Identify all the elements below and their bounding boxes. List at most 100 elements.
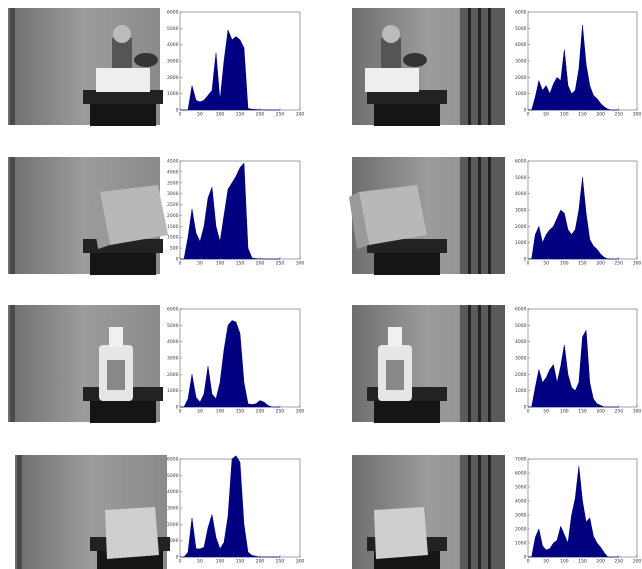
y-tick-label: 5000 [167,26,179,32]
y-tick-label: 6000 [515,307,527,313]
x-tick-label: 50 [197,559,203,565]
x-tick-label: 200 [596,261,605,267]
x-tick-label: 150 [236,261,245,267]
y-tick-label: 1000 [167,235,179,241]
x-tick-label: 200 [256,112,265,118]
x-tick-label: 150 [236,409,245,415]
x-tick-label: 100 [216,261,225,267]
x-tick-label: 250 [615,261,624,267]
x-tick-label: 100 [216,409,225,415]
y-tick-label: 4000 [515,499,527,505]
x-tick-label: 200 [256,261,265,267]
y-tick-label: 4000 [167,169,179,175]
y-tick-label: 6000 [515,471,527,477]
x-tick-label: 0 [179,261,182,267]
photo [352,305,505,423]
x-tick-label: 100 [560,112,569,118]
x-tick-label: 100 [560,261,569,267]
y-tick-label: 1000 [515,91,527,97]
photo [8,305,163,423]
x-tick-label: 50 [197,112,203,118]
y-tick-label: 6000 [167,307,179,313]
x-tick-label: 50 [543,261,549,267]
x-tick-label: 0 [527,261,530,267]
y-tick-label: 6000 [167,457,179,463]
y-tick-label: 1000 [167,538,179,544]
x-tick-label: 150 [236,559,245,565]
x-tick-label: 250 [615,112,624,118]
y-tick-label: 4000 [515,42,527,48]
y-tick-label: 6000 [515,10,527,16]
y-tick-label: 5000 [167,473,179,479]
x-tick-label: 100 [216,112,225,118]
x-tick-label: 250 [276,559,285,565]
y-tick-label: 1000 [515,388,527,394]
x-tick-label: 300 [633,559,642,565]
x-tick-label: 50 [543,112,549,118]
y-tick-label: 5000 [515,485,527,491]
y-tick-label: 4000 [167,339,179,345]
photo [349,157,505,275]
photo [352,455,505,569]
x-tick-label: 100 [560,409,569,415]
y-tick-label: 3000 [515,356,527,362]
figure: 0100020003000400050006000050100150200250… [0,0,642,569]
y-tick-label: 2000 [167,75,179,81]
y-tick-label: 3000 [515,59,527,65]
y-tick-label: 5000 [515,175,527,181]
y-tick-label: 4500 [167,159,179,165]
x-tick-label: 200 [596,409,605,415]
y-tick-label: 500 [170,246,179,252]
x-tick-label: 300 [633,409,642,415]
x-tick-label: 0 [527,559,530,565]
y-tick-label: 3000 [167,356,179,362]
x-tick-label: 0 [179,409,182,415]
x-tick-label: 0 [527,409,530,415]
x-tick-label: 50 [543,409,549,415]
x-tick-label: 300 [296,261,305,267]
photo [15,455,170,569]
y-tick-label: 6000 [167,10,179,16]
x-tick-label: 150 [578,261,587,267]
photo [352,8,505,126]
y-tick-label: 1000 [515,240,527,246]
y-tick-label: 3000 [167,506,179,512]
x-tick-label: 100 [560,559,569,565]
y-tick-label: 6000 [515,159,527,165]
x-tick-label: 0 [527,112,530,118]
y-tick-label: 1000 [167,91,179,97]
x-tick-label: 250 [276,409,285,415]
y-tick-label: 3000 [167,59,179,65]
x-tick-label: 0 [179,112,182,118]
y-tick-label: 3500 [167,180,179,186]
y-tick-label: 3000 [515,208,527,214]
y-tick-label: 2000 [515,527,527,533]
y-tick-label: 5000 [515,323,527,329]
x-tick-label: 300 [633,112,642,118]
x-tick-label: 100 [216,559,225,565]
y-tick-label: 3000 [167,191,179,197]
y-tick-label: 2000 [167,372,179,378]
x-tick-label: 150 [578,409,587,415]
x-tick-label: 50 [197,409,203,415]
x-tick-label: 150 [236,112,245,118]
y-tick-label: 3000 [515,513,527,519]
x-tick-label: 50 [197,261,203,267]
x-tick-label: 300 [296,112,305,118]
y-tick-label: 2500 [167,202,179,208]
x-tick-label: 150 [578,112,587,118]
y-tick-label: 4000 [167,42,179,48]
x-tick-label: 50 [543,559,549,565]
y-tick-label: 2000 [515,75,527,81]
x-tick-label: 200 [596,112,605,118]
y-tick-label: 7000 [515,457,527,463]
x-tick-label: 250 [276,261,285,267]
y-tick-label: 2000 [167,522,179,528]
x-tick-label: 200 [596,559,605,565]
x-tick-label: 250 [615,559,624,565]
x-tick-label: 250 [615,409,624,415]
y-tick-label: 4000 [515,339,527,345]
x-tick-label: 300 [633,261,642,267]
x-tick-label: 250 [276,112,285,118]
y-tick-label: 2000 [515,224,527,230]
